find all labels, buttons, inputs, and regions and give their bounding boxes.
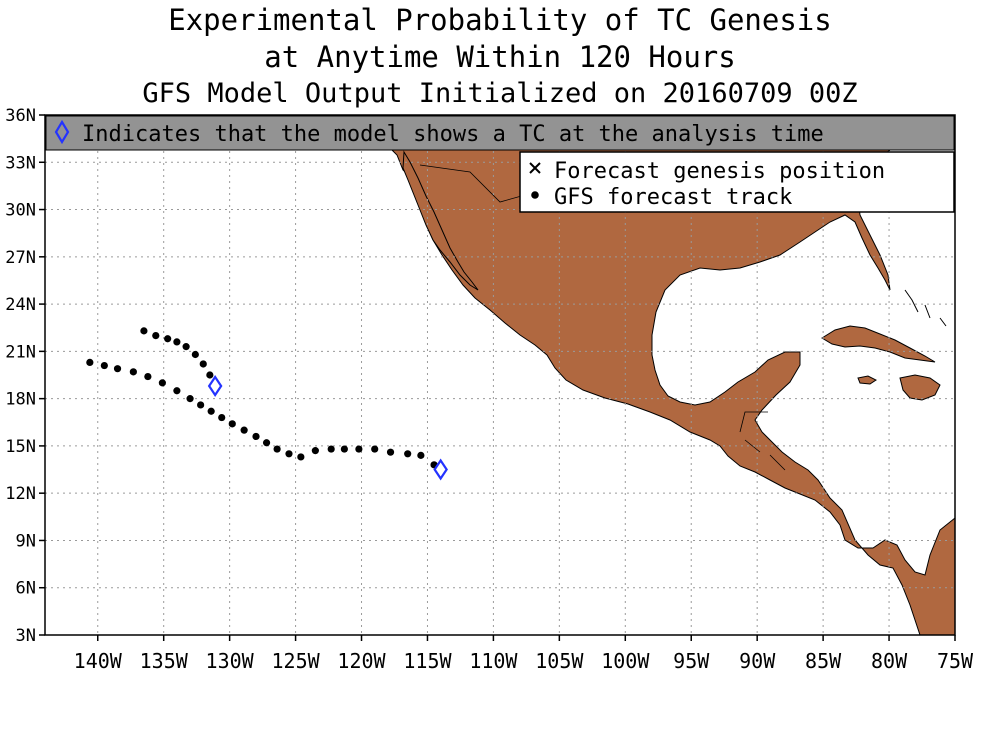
x-tick-label: 115W [403, 649, 452, 673]
track-point [417, 451, 425, 459]
track-point [173, 338, 181, 346]
y-tick-label: 6N [16, 579, 36, 599]
border-lines [419, 164, 786, 471]
track-point [228, 420, 236, 428]
track-point [327, 445, 335, 453]
y-tick-label: 24N [5, 295, 36, 315]
title-line-2: at Anytime Within 120 Hours [264, 40, 736, 74]
track-point [129, 368, 137, 376]
land-baja-california [402, 150, 479, 291]
cross-icon [529, 162, 541, 174]
track-point [186, 395, 194, 403]
land-bahamas [904, 289, 947, 327]
track-point [86, 358, 94, 366]
land-jamaica [857, 375, 877, 385]
track-point [355, 445, 363, 453]
track-point [285, 450, 293, 458]
track-point [173, 387, 181, 395]
track-point [297, 453, 305, 461]
plot-frame [44, 114, 956, 636]
y-tick-label: 21N [5, 342, 36, 362]
y-tick-label: 30N [5, 201, 36, 221]
track-point [197, 401, 205, 409]
track-point [218, 413, 226, 422]
y-tick-label: 27N [5, 248, 36, 268]
land-north-america [389, 115, 955, 635]
track-point [273, 445, 281, 453]
track-point [144, 372, 152, 381]
x-tick-label: 135W [140, 649, 189, 673]
banner-text: Indicates that the model shows a TC at t… [82, 122, 824, 147]
track-point [311, 447, 319, 455]
track-point [262, 439, 271, 447]
y-tick-label: 9N [16, 531, 36, 551]
track-point [386, 448, 395, 456]
x-tick-label: 130W [206, 649, 255, 673]
x-tick-label: 125W [271, 649, 320, 673]
x-tick-label: 100W [601, 649, 650, 673]
track-point [164, 335, 172, 343]
track-point [371, 445, 379, 453]
y-axis-ticks: 3N 6N 9N 12N 15N 18N 21N 24N 27N 30N 33N 36N [5, 106, 45, 646]
x-tick-label: 105W [535, 649, 584, 673]
analysis-diamond-icon [207, 375, 223, 398]
tracks-layer [86, 327, 448, 481]
legend-box: Forecast genesis position GFS forecast t… [519, 151, 955, 213]
title-line-1: Experimental Probability of TC Genesis [168, 3, 832, 37]
x-tick-label: 110W [469, 649, 518, 673]
track-point [240, 426, 248, 434]
y-tick-label: 12N [5, 484, 36, 504]
track-point [199, 360, 207, 368]
track-point [182, 343, 190, 351]
analysis-diamond-icon [433, 458, 448, 481]
track-point [206, 371, 214, 379]
x-tick-label: 85W [805, 649, 842, 673]
x-tick-label: 90W [739, 649, 776, 673]
legend-genesis-label: Forecast genesis position [554, 159, 885, 184]
dot-icon [531, 191, 539, 199]
y-tick-label: 15N [5, 437, 36, 457]
track-point [191, 350, 199, 359]
legend-track-label: GFS forecast track [554, 185, 792, 210]
y-tick-label: 36N [5, 106, 36, 126]
x-tick-label: 80W [871, 649, 908, 673]
x-tick-label: 140W [74, 649, 123, 673]
x-axis-ticks: 140W 135W 130W 125W 120W 115W 110W 105W 100W 95W 9… [74, 635, 974, 673]
track-point [340, 445, 348, 453]
track-point [100, 361, 108, 370]
track-point [152, 332, 160, 340]
diamond-icon [54, 119, 70, 145]
track-point [113, 365, 122, 373]
title-line-3: GFS Model Output Initialized on 20160709… [142, 78, 858, 109]
analysis-banner: Indicates that the model shows a TC at t… [45, 115, 955, 151]
track-point [404, 450, 412, 458]
track-point [140, 327, 148, 335]
land-hispaniola [899, 374, 941, 401]
land-cuba [821, 325, 936, 363]
y-tick-label: 18N [5, 390, 36, 410]
land-layer [389, 115, 955, 635]
x-tick-label: 75W [937, 649, 974, 673]
y-tick-label: 3N [16, 626, 36, 646]
y-tick-label: 33N [5, 153, 36, 173]
x-tick-label: 120W [337, 649, 386, 673]
x-tick-label: 95W [673, 649, 710, 673]
track-point [158, 379, 166, 387]
track-point [252, 432, 260, 441]
track-point [207, 407, 215, 415]
